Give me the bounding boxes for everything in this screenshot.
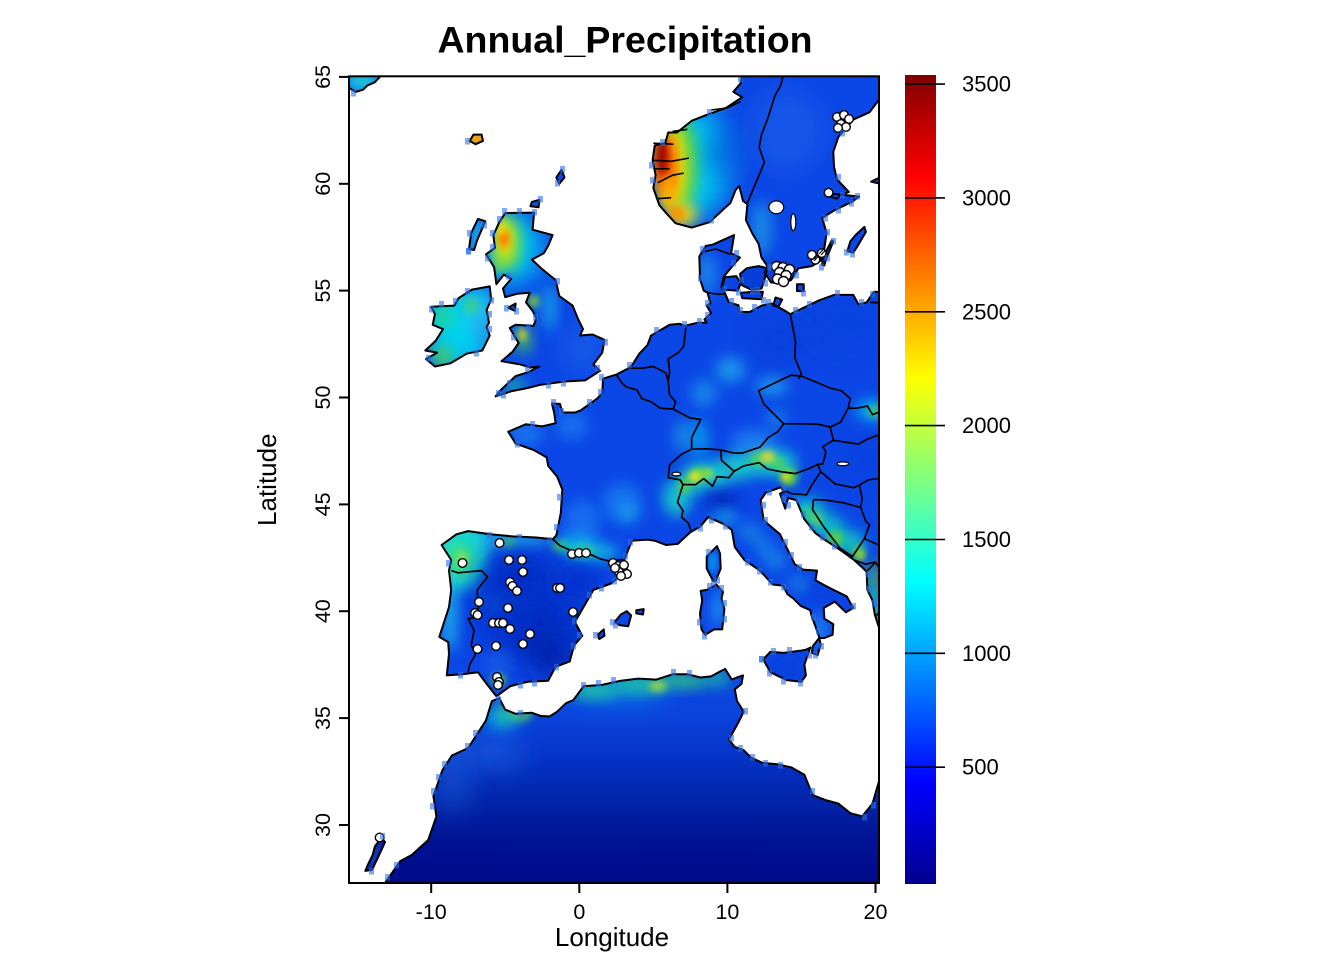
svg-text:Latitude: Latitude [252, 433, 282, 526]
svg-text:55: 55 [311, 279, 335, 303]
svg-text:35: 35 [311, 706, 335, 730]
svg-text:30: 30 [311, 813, 335, 837]
svg-text:40: 40 [311, 599, 335, 623]
svg-text:0: 0 [573, 900, 585, 924]
svg-text:500: 500 [962, 755, 999, 780]
svg-text:3000: 3000 [962, 185, 1011, 210]
svg-text:1000: 1000 [962, 641, 1011, 666]
svg-text:3500: 3500 [962, 72, 1011, 97]
svg-text:45: 45 [311, 492, 335, 516]
svg-text:1500: 1500 [962, 527, 1011, 552]
svg-text:65: 65 [311, 65, 335, 89]
svg-text:Longitude: Longitude [555, 922, 669, 952]
svg-text:50: 50 [311, 386, 335, 410]
svg-text:2500: 2500 [962, 299, 1011, 324]
svg-text:10: 10 [715, 900, 739, 924]
svg-text:20: 20 [864, 900, 888, 924]
svg-text:-10: -10 [416, 900, 447, 924]
svg-text:Annual_Precipitation: Annual_Precipitation [437, 19, 812, 61]
svg-text:60: 60 [311, 172, 335, 196]
svg-text:2000: 2000 [962, 413, 1011, 438]
